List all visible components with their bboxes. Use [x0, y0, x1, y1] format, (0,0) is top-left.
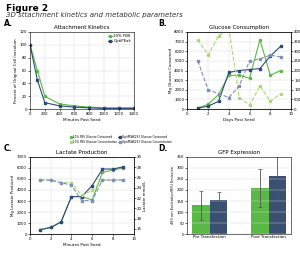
- 10% FBS: [36, 69, 39, 72]
- OptiPEak: [58, 104, 61, 107]
- Y-axis label: Percent of Original Cell Inoculum: Percent of Original Cell Inoculum: [14, 38, 18, 103]
- Legend: 10% FBS Glucose Consumed, 10% FBS Glucose Concentration, OptiPEAK293 Glucose Con: 10% FBS Glucose Consumed, 10% FBS Glucos…: [70, 135, 172, 144]
- 10% FBS: [58, 102, 61, 106]
- X-axis label: Days Post Seed: Days Post Seed: [224, 118, 255, 122]
- Text: Figure 2: Figure 2: [6, 4, 48, 13]
- X-axis label: Minutes Post Seed: Minutes Post Seed: [63, 118, 100, 122]
- Y-axis label: Mg Lactate Produced: Mg Lactate Produced: [11, 175, 15, 216]
- 10% FBS: [102, 106, 106, 109]
- Title: Glucose Consumption: Glucose Consumption: [209, 25, 269, 30]
- OptiPEak: [117, 107, 121, 110]
- Title: Lactate Production: Lactate Production: [56, 150, 107, 155]
- OptiPEak: [132, 107, 135, 110]
- Line: 10% FBS: 10% FBS: [29, 44, 135, 109]
- Text: C.: C.: [4, 144, 13, 153]
- Bar: [210, 200, 227, 234]
- 10% FBS: [73, 104, 76, 107]
- OptiPEak: [36, 78, 39, 82]
- 10% FBS: [117, 106, 121, 109]
- Y-axis label: 483 nm Excitation/RFU Emission: 483 nm Excitation/RFU Emission: [171, 167, 175, 225]
- Text: 3D sttachment kinetics and metabolic parameters: 3D sttachment kinetics and metabolic par…: [6, 12, 183, 18]
- Title: Attachment Kinetics: Attachment Kinetics: [54, 25, 110, 30]
- 10% FBS: [132, 106, 135, 109]
- Bar: [251, 188, 268, 234]
- Text: D.: D.: [158, 144, 168, 153]
- Line: OptiPEak: OptiPEak: [29, 44, 135, 110]
- Bar: [268, 176, 286, 234]
- Legend: 10% FBS, OptiPEak: 10% FBS, OptiPEak: [107, 34, 132, 43]
- 10% FBS: [87, 106, 91, 109]
- OptiPEak: [87, 106, 91, 109]
- 10% FBS: [43, 95, 46, 98]
- 10% FBS: [28, 43, 32, 46]
- OptiPEak: [73, 106, 76, 109]
- Text: A.: A.: [4, 19, 13, 28]
- OptiPEak: [102, 107, 106, 110]
- Bar: [192, 205, 210, 234]
- X-axis label: Minutes Post Seed: Minutes Post Seed: [63, 243, 100, 247]
- Y-axis label: Lactate mmol/L: Lactate mmol/L: [143, 180, 147, 211]
- Text: B.: B.: [158, 19, 167, 28]
- Title: GFP Expression: GFP Expression: [218, 150, 260, 155]
- OptiPEak: [28, 43, 32, 46]
- Y-axis label: Mg Glucose Consumed: Mg Glucose Consumed: [169, 48, 173, 93]
- OptiPEak: [43, 101, 46, 104]
